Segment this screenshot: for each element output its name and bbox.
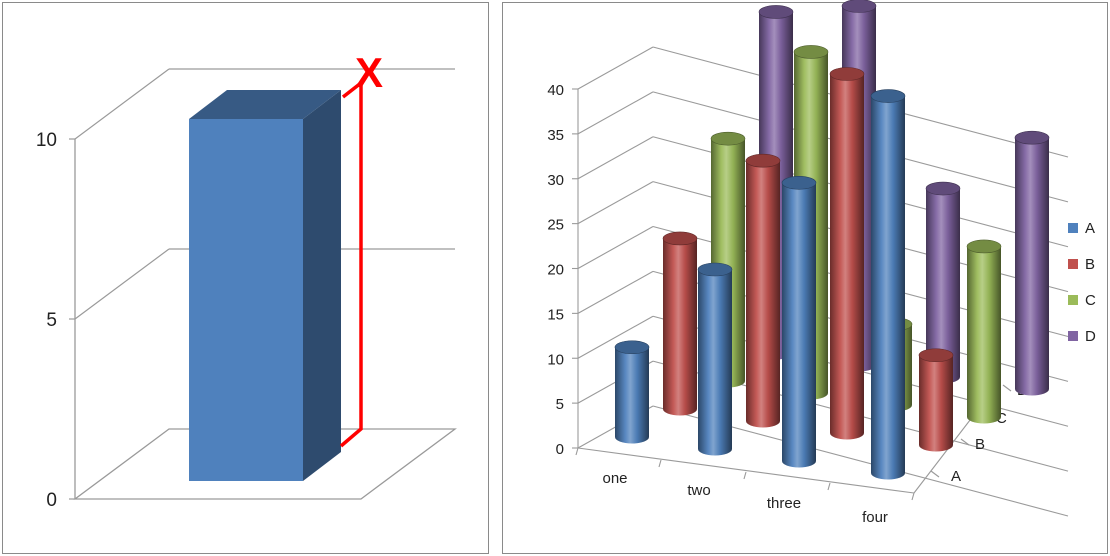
cylinder-A-two [697, 262, 733, 456]
cylinder-top [1014, 130, 1050, 145]
depth-tick-mark [1002, 384, 1012, 392]
column-front [189, 119, 303, 481]
cylinder-top [758, 5, 794, 19]
x-tick-label: four [862, 509, 888, 526]
cylinder-top [829, 67, 865, 81]
cylinder-body [919, 355, 953, 452]
y-tick-label: 15 [547, 306, 564, 323]
cylinder-C-four [966, 239, 1002, 424]
y-tick-label: 20 [547, 262, 564, 279]
y-tick-label: 10 [36, 130, 57, 151]
gridline-side [74, 68, 170, 140]
cylinder-top [745, 153, 781, 168]
cylinder-top [781, 175, 817, 190]
left-chart-panel: 0 5 10 X [2, 2, 489, 554]
floor [73, 428, 457, 500]
gridline-side [577, 91, 654, 135]
cylinder-body [830, 74, 864, 440]
y-tick-label: 10 [547, 351, 564, 368]
y-tick-label: 5 [556, 396, 564, 413]
legend-item-A: A [1068, 220, 1095, 237]
gridline-side [577, 181, 654, 225]
cylinder-body [663, 238, 697, 416]
cylinder-A-one [614, 340, 650, 444]
cylinder-top [841, 0, 877, 13]
cylinder-top [662, 231, 698, 246]
annotation-x-mark: X [355, 49, 383, 96]
depth-tick-label: C [996, 410, 1007, 427]
cylinder-B-four [918, 348, 954, 452]
cylinder-top [710, 131, 746, 146]
y-tick-label: 25 [547, 217, 564, 234]
legend-label: C [1085, 292, 1096, 309]
cylinder-D-four [1014, 130, 1050, 396]
cylinder-top [793, 45, 829, 59]
depth-tick-mark [930, 470, 940, 478]
y-tick-label: 0 [46, 490, 57, 511]
x-tick-mark [575, 447, 579, 456]
right-chart-svg: 0510152025303540onetwothreefourABCDABCD [547, 0, 1096, 526]
y-tick-label: 5 [46, 310, 57, 331]
cylinder-top [918, 348, 954, 363]
left-chart-svg: 0 5 10 X [36, 49, 457, 511]
legend-swatch [1068, 331, 1078, 341]
annotation-line [339, 79, 363, 448]
cylinder-top [870, 89, 906, 103]
column-top [189, 90, 341, 119]
cylinder-A-four [870, 89, 906, 480]
legend-item-D: D [1068, 328, 1096, 345]
legend-swatch [1068, 223, 1078, 233]
legend-label: A [1085, 220, 1095, 237]
cylinder-body [967, 246, 1001, 424]
cylinder-top [614, 340, 650, 355]
x-tick-mark [911, 492, 915, 501]
cylinder-body [871, 96, 905, 480]
y-tick-label: 30 [547, 172, 564, 189]
legend-label: D [1085, 328, 1096, 345]
cylinder-body [1015, 137, 1049, 396]
cylinder-B-three [829, 67, 865, 440]
gridline-side [74, 248, 170, 320]
x-tick-label: two [687, 482, 710, 499]
cylinder-top [697, 262, 733, 277]
cylinder-B-two [745, 153, 781, 428]
right-chart-panel: 0510152025303540onetwothreefourABCDABCD [502, 0, 1108, 554]
depth-tick-label: A [951, 468, 961, 485]
cylinder-A-three [781, 175, 817, 468]
category-axis [577, 447, 915, 494]
legend-label: B [1085, 256, 1095, 273]
gridline-side [577, 136, 654, 180]
cylinder-body [926, 188, 960, 384]
cylinder-top [925, 181, 961, 196]
legend-item-C: C [1068, 292, 1096, 309]
cylinder-body [615, 347, 649, 444]
x-tick-label: three [767, 495, 801, 512]
gridline-side [577, 270, 654, 314]
cylinder-B-one [662, 231, 698, 416]
legend-swatch [1068, 295, 1078, 305]
x-tick-mark [827, 482, 831, 491]
depth-tick-label: B [975, 436, 985, 453]
depth-tick-mark [960, 438, 970, 446]
cylinder-body [746, 160, 780, 428]
legend-swatch [1068, 259, 1078, 269]
legend-item-B: B [1068, 256, 1095, 273]
gridline-side [577, 46, 654, 90]
x-tick-mark [743, 471, 747, 480]
cylinder-top [966, 239, 1002, 254]
column-side [303, 90, 341, 481]
x-tick-label: one [602, 470, 627, 487]
cylinder-body [782, 182, 816, 468]
y-tick-label: 0 [556, 441, 564, 458]
gridline-side [577, 226, 654, 269]
y-tick-label: 35 [547, 127, 564, 144]
cylinder-body [698, 269, 732, 456]
cylinder-D-three [925, 181, 961, 384]
y-tick-label: 40 [547, 82, 564, 99]
x-tick-mark [658, 459, 662, 468]
gridline-side [577, 315, 654, 359]
